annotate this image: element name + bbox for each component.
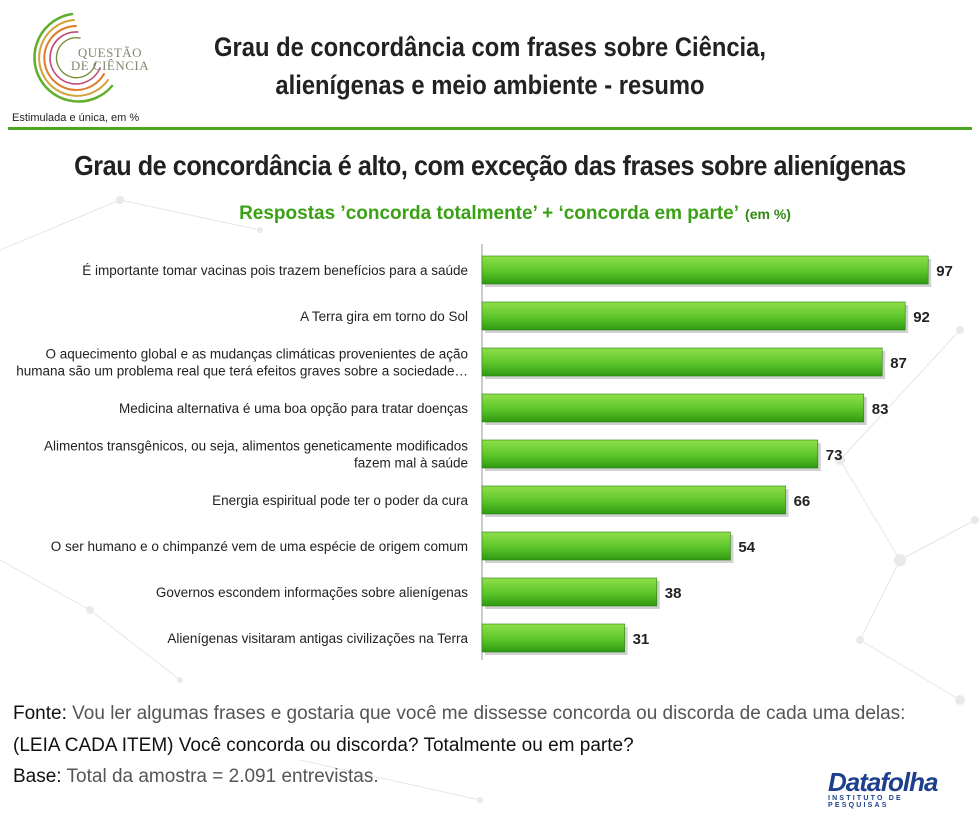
data-label: 97 — [936, 263, 953, 280]
datafolha-subtitle: INSTITUTO DE PESQUISAS — [828, 795, 903, 809]
logo-text: QUESTÃO DE CIÊNCIA — [70, 46, 150, 72]
datafolha-logo: Datafolha INSTITUTO DE PESQUISAS — [828, 768, 946, 809]
data-label: 54 — [738, 539, 755, 556]
bar — [481, 347, 883, 377]
data-label: 92 — [913, 309, 930, 326]
bar — [481, 531, 731, 561]
logo-line1: QUESTÃO — [77, 45, 143, 60]
bar-chart: 97 É importante tomar vacinas pois trazem… — [16, 244, 953, 660]
headline: Grau de concordância é alto, com exceção… — [74, 150, 906, 181]
category-label: É importante tomar vacinas pois trazem b… — [82, 263, 468, 278]
category-label: Governos escondem informações sobre alie… — [156, 585, 468, 600]
page-title: Grau de concordância com frases sobre Ci… — [191, 28, 789, 104]
bar — [481, 255, 929, 285]
footer-base: Base: Total da amostra = 2.091 entrevist… — [13, 766, 379, 788]
footer-fonte: Fonte: Vou ler algumas frases e gostaria… — [13, 703, 905, 725]
bar — [481, 301, 906, 331]
data-label: 73 — [826, 447, 843, 464]
bar — [481, 393, 865, 423]
category-label: O ser humano e o chimpanzé vem de uma es… — [51, 539, 468, 554]
page-title-line2: alienígenas e meio ambiente - resumo — [275, 70, 705, 100]
logo-line2: DE CIÊNCIA — [70, 58, 150, 73]
data-label: 38 — [665, 585, 682, 602]
fonte-label: Fonte: — [13, 703, 67, 724]
bar — [481, 577, 658, 607]
base-text: Total da amostra = 2.091 entrevistas. — [61, 766, 379, 787]
category-label: fazem mal à saúde — [354, 456, 468, 471]
category-label: humana são um problema real que terá efe… — [16, 364, 468, 379]
category-label: A Terra gira em torno do Sol — [300, 309, 468, 324]
data-label: 83 — [872, 401, 889, 418]
chart-unit: (em %) — [745, 206, 791, 222]
bar — [481, 623, 625, 653]
category-label: Medicina alternativa é uma boa opção par… — [119, 401, 468, 416]
page-title-line1: Grau de concordância com frases sobre Ci… — [214, 32, 766, 62]
chart-subtitle: Respostas ’concorda totalmente’ + ‘conco… — [0, 203, 980, 225]
fonte-text: Vou ler algumas frases e gostaria que vo… — [66, 703, 906, 724]
chart-subtitle-text: Respostas ’concorda totalmente’ + ‘conco… — [239, 203, 740, 224]
bar — [481, 439, 819, 469]
data-label: 87 — [890, 355, 907, 372]
logo-circles-icon — [33, 12, 114, 103]
bar — [481, 485, 786, 515]
category-label: Alienígenas visitaram antigas civilizaçõ… — [167, 631, 468, 646]
header-divider — [8, 127, 972, 130]
category-label: Energia espiritual pode ter o poder da c… — [212, 493, 468, 508]
data-label: 31 — [633, 631, 650, 648]
data-label: 66 — [794, 493, 811, 510]
category-label: Alimentos transgênicos, ou seja, aliment… — [44, 439, 468, 454]
base-label: Base: — [13, 766, 62, 787]
datafolha-name: Datafolha — [828, 767, 938, 797]
method-note: Estimulada e única, em % — [12, 112, 140, 124]
category-label: O aquecimento global e as mudanças climá… — [46, 347, 469, 362]
footer-fonte-line2: (LEIA CADA ITEM) Você concorda ou discor… — [13, 735, 634, 756]
questao-de-ciencia-logo: QUESTÃO DE CIÊNCIA — [12, 6, 152, 110]
